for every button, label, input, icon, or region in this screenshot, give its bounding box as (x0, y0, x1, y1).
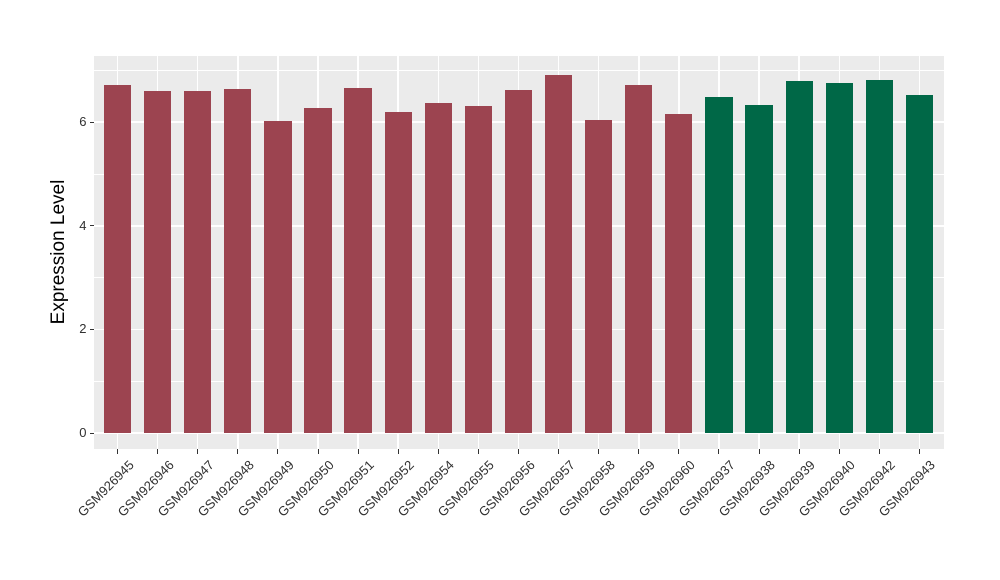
bar-GSM926939 (785, 81, 813, 433)
x-axis-tick (437, 449, 439, 454)
bar-GSM926945 (103, 84, 132, 433)
x-axis-tick (798, 449, 800, 454)
bar-GSM926947 (184, 91, 212, 433)
bar-GSM926959 (625, 85, 653, 433)
y-axis-tick (89, 225, 94, 227)
x-axis-tick (558, 449, 560, 454)
x-axis-tick (878, 449, 880, 454)
y-tick-label: 0 (79, 425, 87, 440)
bar-GSM926960 (665, 113, 693, 433)
x-axis-tick (718, 449, 720, 454)
bar-GSM926956 (504, 90, 533, 433)
y-axis-tick (89, 432, 94, 434)
x-axis-tick (357, 449, 359, 454)
bar-GSM926957 (544, 75, 573, 433)
x-axis-tick (277, 449, 279, 454)
x-axis-tick (918, 449, 920, 454)
y-axis-tick (89, 121, 94, 123)
bar-GSM926955 (464, 106, 493, 433)
x-axis-tick (397, 449, 399, 454)
bar-GSM926948 (224, 89, 252, 433)
bar-GSM926958 (585, 120, 613, 433)
x-axis-tick (117, 449, 119, 454)
bar-GSM926937 (705, 97, 733, 433)
x-axis-tick (317, 449, 319, 454)
x-axis-tick (197, 449, 199, 454)
x-axis-tick (237, 449, 239, 454)
bar-GSM926942 (865, 79, 893, 433)
y-axis-tick (89, 328, 94, 330)
x-axis-tick (758, 449, 760, 454)
x-axis-tick (598, 449, 600, 454)
bar-GSM926954 (424, 103, 452, 433)
bar-GSM926951 (344, 88, 372, 433)
x-axis-tick (157, 449, 159, 454)
x-axis-tick (477, 449, 479, 454)
bar-GSM926952 (384, 112, 412, 433)
bar-GSM926950 (304, 108, 332, 433)
x-axis-tick (638, 449, 640, 454)
y-tick-label: 4 (79, 217, 87, 233)
x-axis-tick (518, 449, 519, 454)
bar-GSM926938 (745, 105, 773, 433)
bar-GSM926943 (905, 95, 934, 433)
bar-GSM926946 (144, 91, 172, 433)
x-axis-tick (838, 449, 840, 454)
bar-GSM926940 (825, 83, 853, 433)
y-tick-label: 6 (79, 114, 87, 130)
bar-GSM926949 (264, 120, 292, 433)
y-tick-label: 2 (79, 321, 87, 337)
x-axis-tick (678, 449, 680, 454)
